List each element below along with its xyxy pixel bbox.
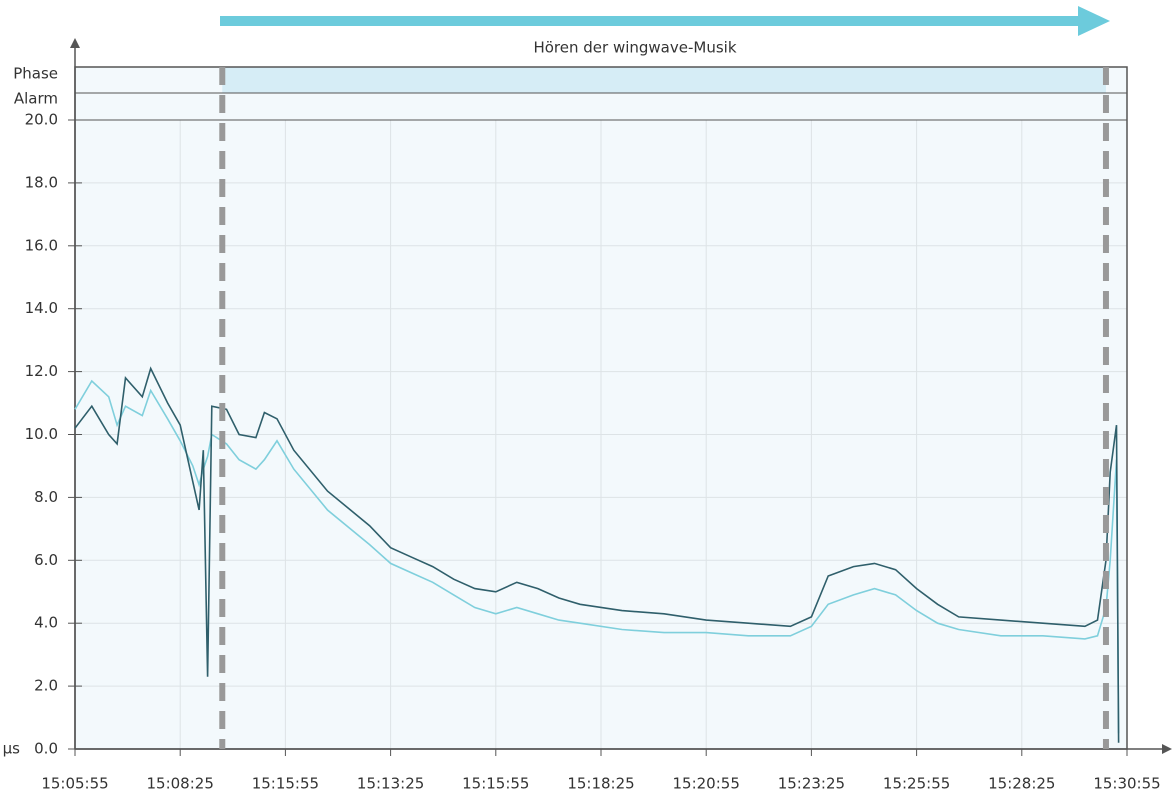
x-tick-label: 15:18:25 (567, 775, 634, 793)
row-label: Alarm (14, 90, 58, 108)
phase-arrow-head (1078, 6, 1110, 36)
x-tick-label: 15:13:25 (357, 775, 424, 793)
x-tick-label: 15:15:55 (252, 775, 319, 793)
y-tick-label: 14.0 (25, 299, 58, 317)
x-tick-label: 15:15:55 (462, 775, 529, 793)
y-unit: µs (3, 740, 21, 758)
row-label: Phase (13, 65, 58, 83)
y-tick-label: 20.0 (25, 111, 58, 129)
y-tick-label: 8.0 (34, 488, 58, 506)
y-tick-label: 4.0 (34, 614, 58, 632)
x-tick-label: 15:28:25 (988, 775, 1055, 793)
x-tick-label: 15:25:55 (883, 775, 950, 793)
x-tick-label: 15:20:55 (673, 775, 740, 793)
y-tick-label: 0.0 (34, 740, 58, 758)
y-tick-label: 18.0 (25, 173, 58, 191)
x-tick-label: 15:05:55 (41, 775, 108, 793)
phase-band (222, 67, 1106, 93)
y-tick-label: 12.0 (25, 362, 58, 380)
y-tick-label: 6.0 (34, 551, 58, 569)
y-tick-label: 2.0 (34, 677, 58, 695)
x-tick-label: 15:30:55 (1093, 775, 1160, 793)
data-line (74, 366, 1120, 743)
y-tick-label: 16.0 (25, 236, 58, 254)
annotation: Hören der wingwave-Musik (533, 39, 736, 57)
x-tick-label: 15:08:25 (147, 775, 214, 793)
data-line (74, 379, 1120, 734)
y-tick-label: 10.0 (25, 425, 58, 443)
x-tick-label: 15:23:25 (778, 775, 845, 793)
